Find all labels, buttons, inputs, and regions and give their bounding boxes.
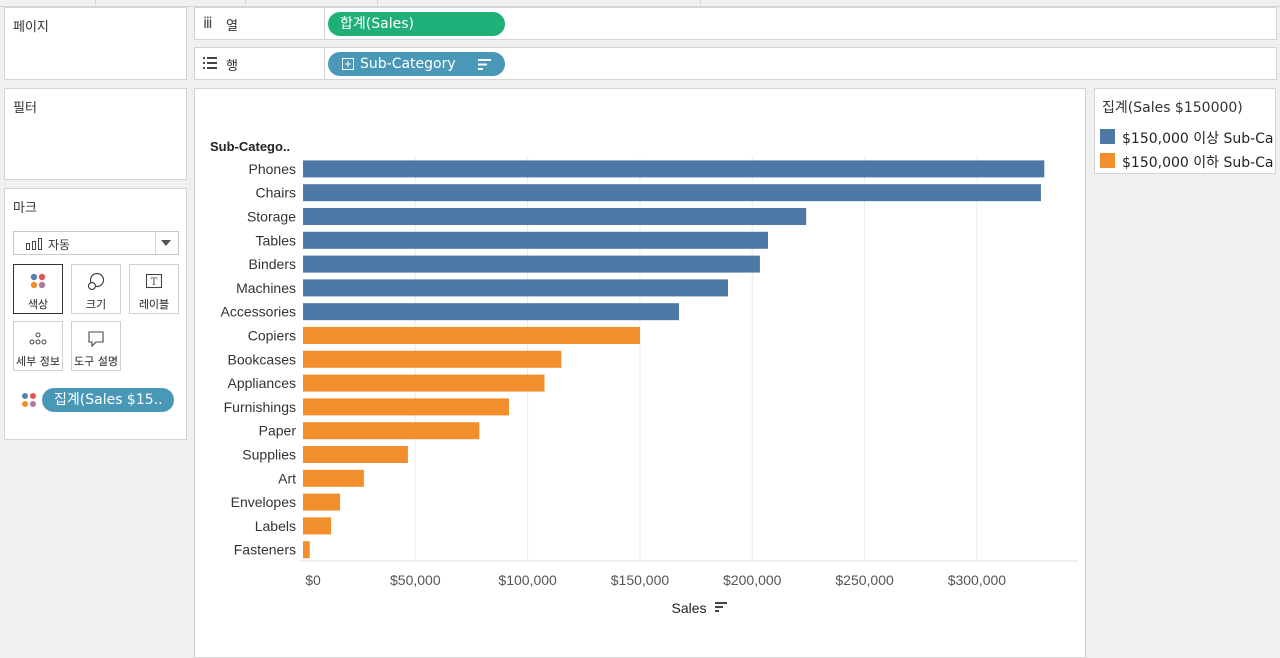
tooltip-bubble-icon: [88, 331, 104, 348]
rows-icon: [203, 57, 217, 69]
chart-view: Sub-Catego.. Phones Chairs Storage Tables Bi…: [194, 88, 1086, 658]
bar-copiers[interactable]: [303, 327, 640, 344]
category-label[interactable]: Art: [278, 470, 296, 486]
category-label[interactable]: Storage: [247, 209, 296, 225]
chevron-down-icon: [161, 240, 171, 246]
size-button[interactable]: 크기: [71, 264, 121, 314]
columns-pill-sales[interactable]: 합계(Sales): [328, 12, 505, 36]
bar-tables[interactable]: [303, 231, 768, 249]
category-label[interactable]: Tables: [256, 232, 296, 248]
marks-title: 마크: [13, 201, 37, 216]
detail-button-label: 세부 정보: [16, 355, 60, 368]
legend-title: 집계(Sales $150000): [1102, 100, 1243, 116]
category-label[interactable]: Appliances: [228, 375, 297, 391]
rows-shelf[interactable]: 행 Sub-Category: [194, 47, 1277, 80]
bar-chairs[interactable]: [303, 184, 1041, 202]
filters-title: 필터: [13, 101, 37, 116]
color-button-label: 색상: [27, 298, 49, 311]
legend-item-label: $150,000 이상 Sub-Ca..: [1122, 131, 1276, 147]
color-field-pill[interactable]: 집계(Sales $15..: [42, 388, 174, 412]
columns-label: 열: [226, 19, 238, 34]
bar-phones[interactable]: [303, 160, 1045, 178]
category-label[interactable]: Accessories: [221, 304, 296, 320]
mark-type-label: 자동: [48, 238, 71, 252]
category-label[interactable]: Chairs: [256, 185, 296, 201]
color-palette-icon: [30, 273, 46, 289]
bar-paper[interactable]: [303, 422, 480, 440]
bar-chart: Sub-Catego.. Phones Chairs Storage Tables Bi…: [210, 139, 1078, 616]
rows-pill-subcategory[interactable]: Sub-Category: [328, 52, 505, 76]
tooltip-button-label: 도구 설명: [74, 355, 118, 368]
sort-icon[interactable]: [715, 602, 727, 612]
bar-envelopes[interactable]: [303, 493, 341, 511]
expand-plus-icon: [342, 58, 354, 70]
legend-item-label: $150,000 이하 Sub-Ca..: [1122, 155, 1276, 171]
bar-labels[interactable]: [303, 517, 332, 535]
legend-swatch: [1100, 129, 1115, 144]
legend-swatch: [1100, 153, 1115, 168]
label-button-label: 레이블: [138, 298, 170, 311]
bar-chart-icon: [26, 238, 42, 250]
x-tick-label: $100,000: [498, 572, 557, 588]
detail-button[interactable]: 세부 정보: [13, 321, 63, 371]
bar-binders[interactable]: [303, 255, 760, 273]
columns-shelf[interactable]: ⅲ 열 합계(Sales): [194, 7, 1277, 40]
category-label[interactable]: Labels: [255, 518, 296, 534]
color-button[interactable]: 색상: [13, 264, 63, 314]
pages-card[interactable]: 페이지: [4, 7, 187, 80]
size-icon: [87, 272, 105, 291]
category-label[interactable]: Paper: [259, 423, 297, 439]
filters-card[interactable]: 필터: [4, 88, 187, 180]
category-label[interactable]: Machines: [236, 280, 296, 296]
category-label[interactable]: Binders: [249, 256, 296, 272]
color-legend[interactable]: 집계(Sales $150000) $150,000 이상 Sub-Ca.. $…: [1094, 88, 1276, 174]
columns-icon: ⅲ: [203, 14, 213, 32]
bar-art[interactable]: [303, 469, 364, 487]
detail-dots-icon: [29, 332, 47, 345]
bar-accessories[interactable]: [303, 303, 680, 321]
marks-card: 마크 자동 색상 크기 T 레이블: [4, 188, 187, 440]
size-button-label: 크기: [85, 298, 107, 311]
x-tick-label: $200,000: [723, 572, 782, 588]
bar-machines[interactable]: [303, 279, 729, 297]
x-tick-label: $0: [305, 572, 321, 588]
category-label[interactable]: Copiers: [248, 328, 296, 344]
category-label[interactable]: Furnishings: [224, 399, 296, 415]
rows-label: 행: [226, 59, 238, 74]
pages-title: 페이지: [13, 20, 49, 35]
tooltip-button[interactable]: 도구 설명: [71, 321, 121, 371]
x-tick-label: $50,000: [390, 572, 441, 588]
category-label[interactable]: Supplies: [242, 447, 296, 463]
mark-type-dropdown[interactable]: 자동: [13, 231, 179, 255]
sort-descending-icon: [478, 59, 491, 70]
top-toolbar-strip: [0, 0, 1280, 7]
text-label-icon: T: [145, 273, 163, 289]
label-button[interactable]: T 레이블: [129, 264, 179, 314]
row-header-sub-category[interactable]: Sub-Catego..: [210, 139, 290, 154]
color-palette-icon: [22, 393, 36, 407]
category-label[interactable]: Envelopes: [231, 494, 296, 510]
bar-bookcases[interactable]: [303, 350, 562, 368]
x-tick-label: $300,000: [948, 572, 1007, 588]
bar-appliances[interactable]: [303, 374, 545, 392]
bar-storage[interactable]: [303, 208, 807, 225]
x-axis-title[interactable]: Sales: [671, 600, 706, 616]
category-label[interactable]: Bookcases: [228, 351, 296, 367]
bar-supplies[interactable]: [303, 446, 408, 463]
rows-pill-label: Sub-Category: [360, 56, 456, 72]
x-tick-label: $150,000: [611, 572, 670, 588]
category-label[interactable]: Fasteners: [234, 542, 296, 558]
bar-furnishings[interactable]: [303, 398, 509, 416]
category-label[interactable]: Phones: [249, 161, 296, 177]
bar-fasteners[interactable]: [303, 541, 310, 559]
svg-text:T: T: [151, 277, 158, 288]
x-tick-label: $250,000: [835, 572, 894, 588]
